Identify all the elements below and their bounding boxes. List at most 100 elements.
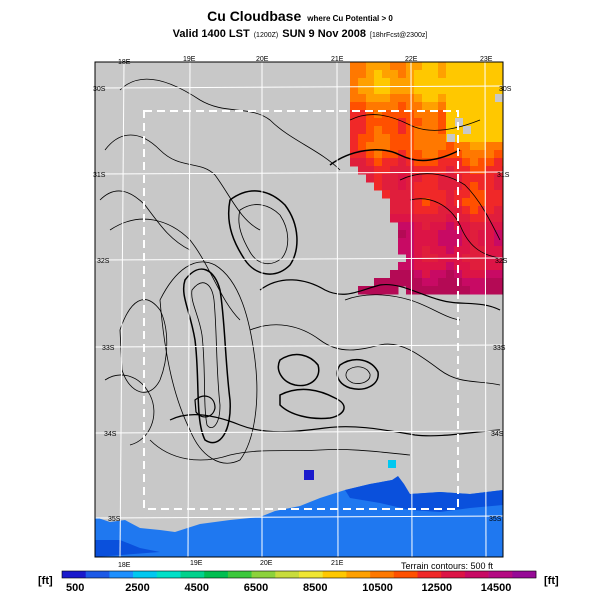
cloudbase-cell <box>446 158 455 167</box>
cloudbase-cell <box>486 126 495 135</box>
cloudbase-cell <box>462 270 471 279</box>
colorbar-tick-label: 6500 <box>244 582 268 594</box>
chart-title-note: where Cu Potential > 0 <box>307 14 393 23</box>
cloudbase-cell <box>390 86 399 95</box>
cloudbase-cell <box>494 126 503 135</box>
cloudbase-cell <box>446 286 455 295</box>
cloudbase-cell <box>470 286 479 295</box>
cloudbase-cell <box>350 70 359 79</box>
cloudbase-cell <box>382 86 391 95</box>
contour-line <box>345 366 371 384</box>
cloudbase-cell <box>414 262 423 271</box>
contour-line <box>99 190 191 251</box>
cloudbase-cell <box>446 166 455 175</box>
cloudbase-cell <box>398 78 407 87</box>
cloudbase-cell <box>478 110 487 119</box>
cloudbase-cell <box>430 62 439 71</box>
meridian <box>119 62 125 557</box>
cloudbase-cell <box>390 214 399 223</box>
cloudbase-cell <box>406 190 415 199</box>
cloudbase-cell <box>374 174 383 183</box>
cloudbase-cell <box>414 182 423 191</box>
cloudbase-cell <box>358 150 367 159</box>
cloudbase-cell <box>462 262 471 271</box>
cloudbase-cell <box>414 174 423 183</box>
lat-label: 33S <box>493 345 506 352</box>
cloudbase-cell <box>350 86 359 95</box>
cloudbase-cell <box>398 238 407 247</box>
lon-label: 18E <box>118 562 131 569</box>
cloudbase-cell <box>494 150 503 159</box>
cloudbase-cell <box>446 246 455 255</box>
cloudbase-cell <box>494 222 503 231</box>
cloudbase-cell <box>462 206 471 215</box>
cloudbase-cell <box>430 262 439 271</box>
cloudbase-cell <box>430 142 439 151</box>
cloudbase-cell <box>390 166 399 175</box>
cloudbase-cell <box>470 70 479 79</box>
cloudbase-cell <box>390 134 399 143</box>
parallel <box>95 85 503 89</box>
cloudbase-cell <box>446 102 455 111</box>
cloudbase-cell <box>398 94 407 103</box>
cloudbase-cell <box>398 142 407 151</box>
cloudbase-cell <box>478 150 487 159</box>
cloudbase-cell <box>374 86 383 95</box>
cloudbase-cell <box>382 102 391 111</box>
cloudbase-cell <box>390 142 399 151</box>
cloudbase-cell <box>494 118 503 127</box>
cloudbase-cell <box>486 94 495 103</box>
cloudbase-cell <box>446 262 455 271</box>
cloudbase-cell <box>446 238 455 247</box>
cloudbase-cell <box>406 78 415 87</box>
cloudbase-cell <box>398 166 407 175</box>
cloudbase-cell <box>406 110 415 119</box>
cloudbase-cell <box>406 150 415 159</box>
valid-date: SUN 9 Nov 2008 <box>282 28 366 40</box>
cloudbase-cell <box>470 262 479 271</box>
cloudbase-cell <box>422 110 431 119</box>
cloudbase-cell <box>414 206 423 215</box>
cloudbase-cell <box>478 286 487 295</box>
colorbar-swatch <box>227 571 252 578</box>
cloudbase-cell <box>486 166 495 175</box>
cloudbase-cell <box>350 118 359 127</box>
cloudbase-cell <box>414 270 423 279</box>
cloudbase-cell <box>414 110 423 119</box>
cloudbase-cell <box>430 190 439 199</box>
cloudbase-cell <box>446 86 455 95</box>
cloudbase-cell <box>478 182 487 191</box>
colorbar-swatch <box>275 571 300 578</box>
cloudbase-cell <box>462 286 471 295</box>
cloudbase-cell <box>406 134 415 143</box>
cloudbase-cell <box>430 110 439 119</box>
cloudbase-cell <box>454 94 463 103</box>
cloudbase-cell <box>382 94 391 103</box>
lon-label: 19E <box>190 560 203 567</box>
cloudbase-cell <box>382 142 391 151</box>
cloudbase-cell <box>454 270 463 279</box>
cloudbase-cell <box>374 278 383 287</box>
cloudbase-cell <box>390 62 399 71</box>
cloudbase-cell <box>390 102 399 111</box>
cloudbase-cell <box>366 118 375 127</box>
cloudbase-cell <box>382 70 391 79</box>
cloudbase-cell <box>494 166 503 175</box>
cloudbase-cell <box>462 142 471 151</box>
cloudbase-cell <box>454 166 463 175</box>
cloudbase-cell <box>414 86 423 95</box>
cloudbase-cell <box>494 238 503 247</box>
cloudbase-cell <box>358 110 367 119</box>
cloudbase-cell <box>454 286 463 295</box>
cloudbase-cell <box>398 174 407 183</box>
lat-label: 31S <box>497 172 510 179</box>
cloudbase-cell <box>390 278 399 287</box>
cloudbase-cell <box>438 206 447 215</box>
cloudbase-cell <box>438 134 447 143</box>
cloudbase-cell <box>478 134 487 143</box>
cloudbase-cell <box>406 278 415 287</box>
cloudbase-cell <box>486 118 495 127</box>
colorbar-swatch <box>180 571 205 578</box>
cloudbase-field <box>350 62 503 295</box>
colorbar-swatch <box>133 571 158 578</box>
